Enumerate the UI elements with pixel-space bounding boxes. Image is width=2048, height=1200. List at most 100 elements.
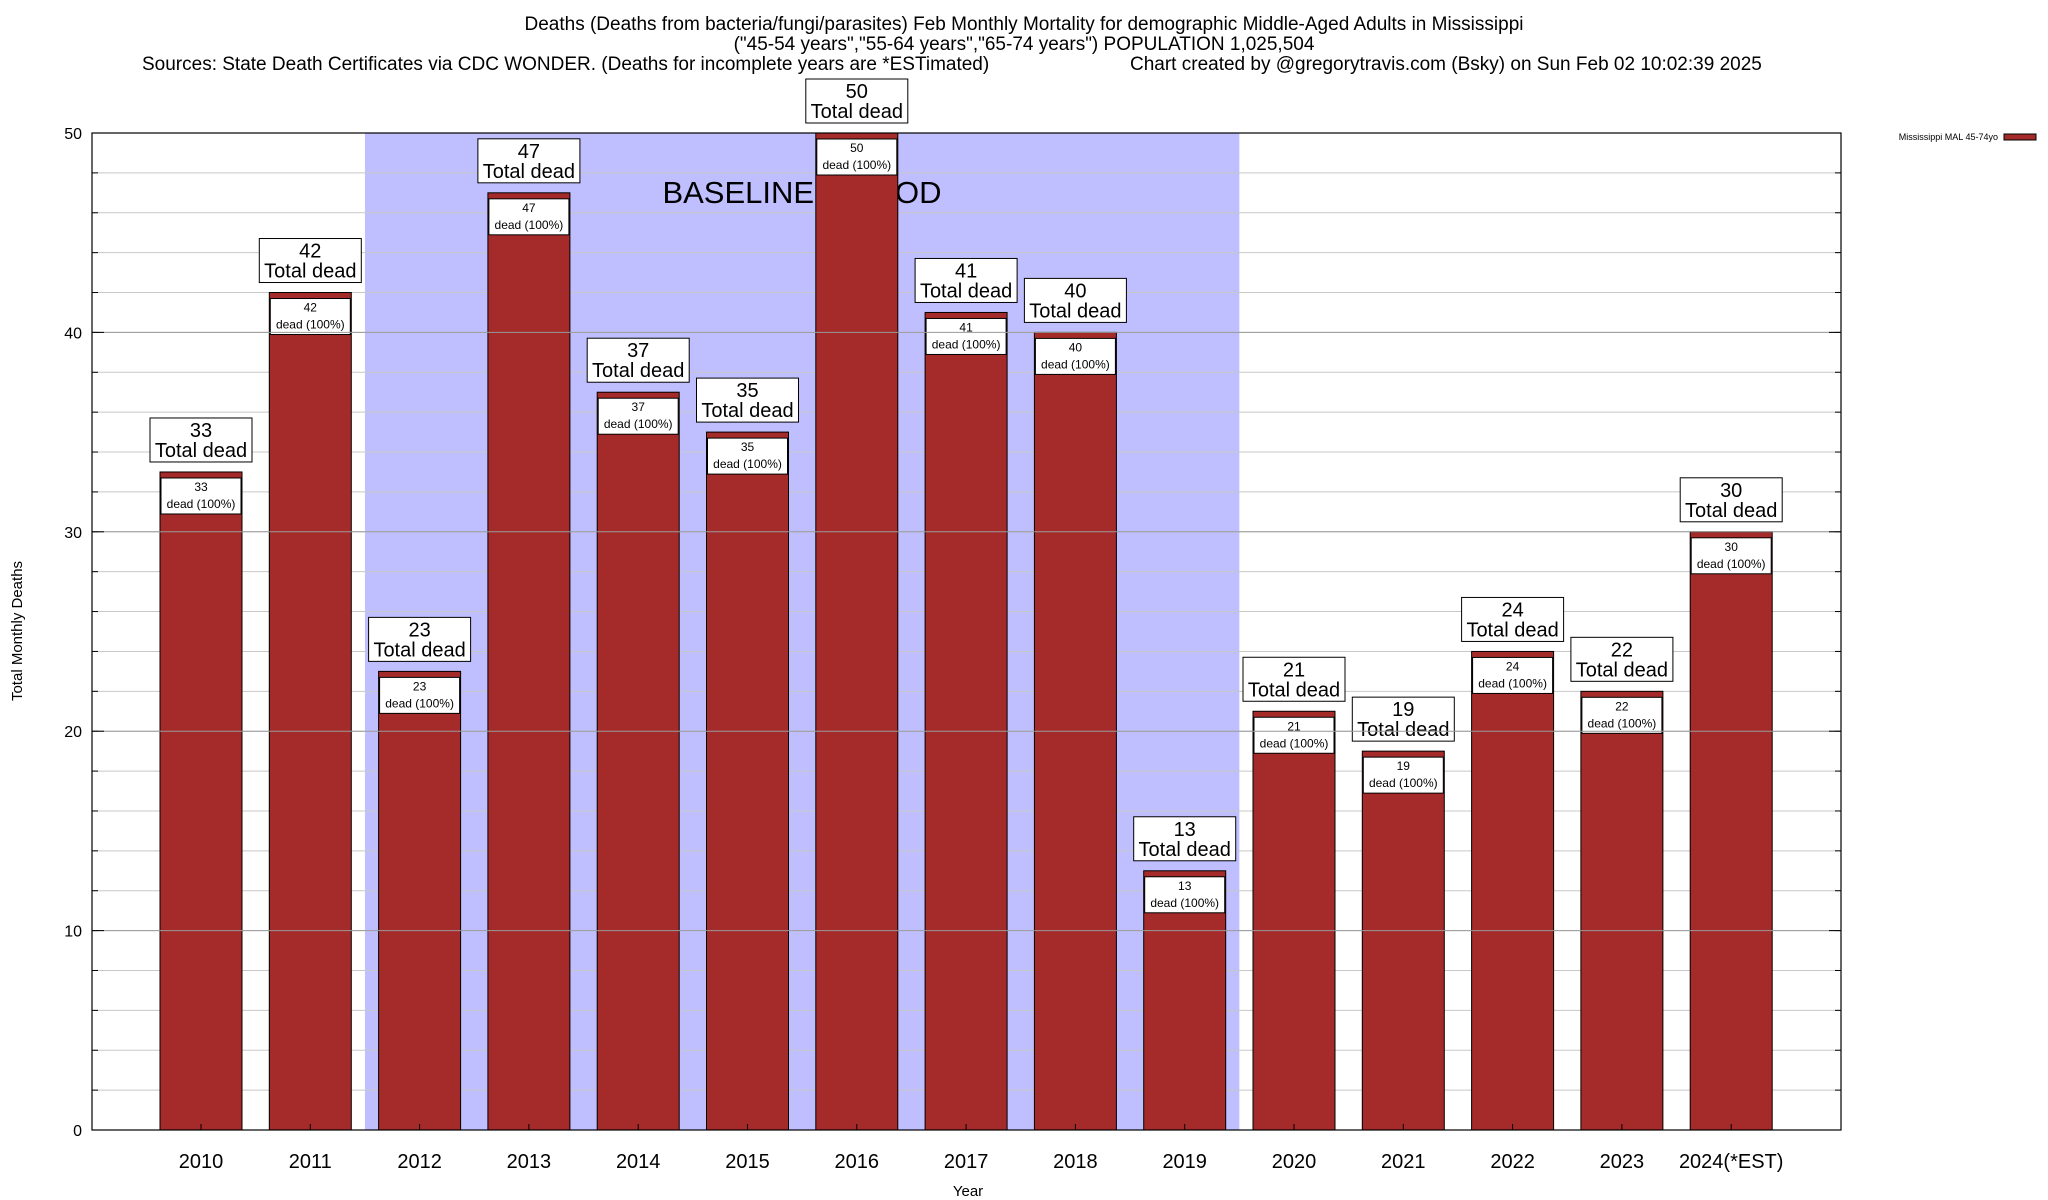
bar-total-value: 24 [1501,599,1523,621]
bar [1471,650,1555,1131]
bar-inner-label-box [1144,876,1226,914]
bar-total-value: 42 [299,241,321,263]
bar-inner-label: dead (100%) [932,337,1001,351]
bar-inner-label: dead (100%) [167,497,236,511]
bar-total-label-box [368,616,472,662]
bar-inner-label-box [379,676,461,714]
bar-total-label-box [914,257,1018,303]
bar-inner-label: dead (100%) [1260,736,1329,750]
x-axis-label: Year [953,1183,983,1200]
x-tick-label: 2017 [944,1151,989,1173]
bar-total-label-box [149,417,253,463]
bar-total-label-box [1570,636,1674,682]
bar-inner-value: 42 [304,301,318,315]
bar-inner-label: dead (100%) [1041,357,1110,371]
x-tick-label: 2022 [1490,1151,1535,1173]
bar [378,670,462,1131]
bar-total-label: Total dead [920,280,1012,302]
bar-inner-label-box [1690,537,1772,575]
bar-inner-value: 33 [194,480,208,494]
x-tick-label: 2019 [1162,1151,1207,1173]
y-tick-label: 10 [64,924,82,941]
bar-inner-value: 41 [959,320,973,334]
bar-inner-label-box [1362,756,1444,794]
x-tick-label: 2024(*EST) [1679,1151,1784,1173]
bar [1252,710,1336,1131]
bar-total-value: 40 [1064,280,1086,302]
bar-inner-label: dead (100%) [385,696,454,710]
bar-inner-label-box [1034,337,1116,375]
bar-total-value: 50 [846,81,868,103]
chart-title: Deaths (Deaths from bacteria/fungi/paras… [524,14,1524,35]
x-tick-label: 2016 [835,1151,880,1173]
bar-total-label: Total dead [1139,839,1231,861]
bar-inner-label: dead (100%) [1478,676,1547,690]
bar [924,311,1008,1131]
x-tick-label: 2023 [1600,1151,1645,1173]
bar [268,292,352,1131]
bar-inner-value: 23 [413,679,427,693]
baseline-label: BASELINE PERIOD [662,175,941,210]
bar-inner-label: dead (100%) [604,417,673,431]
bar-inner-label: dead (100%) [1369,776,1438,790]
bar-inner-label-box [488,198,570,236]
y-tick-label: 30 [64,525,82,542]
bar-total-label-box [1133,816,1237,862]
bar-total-value: 19 [1392,699,1414,721]
bar-inner-label: dead (100%) [822,158,891,172]
bar-total-label-box [696,377,799,423]
bar-total-label-box [477,138,581,184]
bar-inner-value: 24 [1506,659,1520,673]
bar-total-value: 30 [1720,480,1742,502]
bar [159,471,243,1131]
bar-total-label: Total dead [1685,500,1777,522]
x-tick-label: 2010 [179,1151,224,1173]
bar-inner-value: 50 [850,141,864,155]
bar-total-label: Total dead [373,639,465,661]
bar-total-label: Total dead [483,161,575,183]
bar-inner-value: 47 [522,201,536,215]
bar-total-label-box [805,78,909,124]
bar [815,132,899,1131]
bar-inner-label: dead (100%) [276,318,345,332]
plot-frame [91,132,1842,1131]
bar-total-label: Total dead [701,400,793,422]
bar [1143,870,1227,1131]
bar-inner-label-box [269,298,351,336]
x-tick-label: 2018 [1053,1151,1098,1173]
bar-total-label-box [1461,596,1565,642]
x-tick-label: 2015 [725,1151,770,1173]
y-tick-label: 0 [73,1123,82,1140]
chart-sources: Sources: State Death Certificates via CD… [142,54,990,75]
bar-total-label: Total dead [1248,679,1340,701]
bar-inner-label-box [707,437,788,475]
bar [1361,750,1445,1131]
x-tick-label: 2020 [1272,1151,1317,1173]
bar-total-label: Total dead [1576,659,1668,681]
bar-total-label-box [1242,656,1346,702]
bar-total-label: Total dead [1029,300,1121,322]
bar-inner-label-box [925,317,1007,355]
bar-inner-value: 19 [1397,759,1411,773]
bar-total-label-box [1351,696,1455,742]
chart-credit: Chart created by @gregorytravis.com (Bsk… [1130,54,1762,75]
x-tick-label: 2014 [616,1151,661,1173]
bar-inner-label-box [160,477,242,515]
bar [706,431,789,1131]
bar-total-label-box [1023,277,1127,323]
bar-inner-label-box [816,138,898,176]
bar-total-label: Total dead [811,101,903,123]
bar [1689,531,1773,1131]
y-tick-label: 20 [64,724,82,741]
y-tick-label: 40 [64,325,82,342]
bar-inner-label-box [1253,716,1335,754]
bar-inner-label-box [597,397,679,435]
bar-inner-label: dead (100%) [1150,896,1219,910]
bar-total-label-box [586,337,690,383]
bar-inner-value: 21 [1287,719,1301,733]
y-axis-label: Total Monthly Deaths [9,561,26,701]
bar-inner-label: dead (100%) [1588,716,1657,730]
bar-inner-label: dead (100%) [1697,557,1766,571]
bar-total-label: Total dead [1466,619,1558,641]
bar-inner-value: 35 [741,440,755,454]
